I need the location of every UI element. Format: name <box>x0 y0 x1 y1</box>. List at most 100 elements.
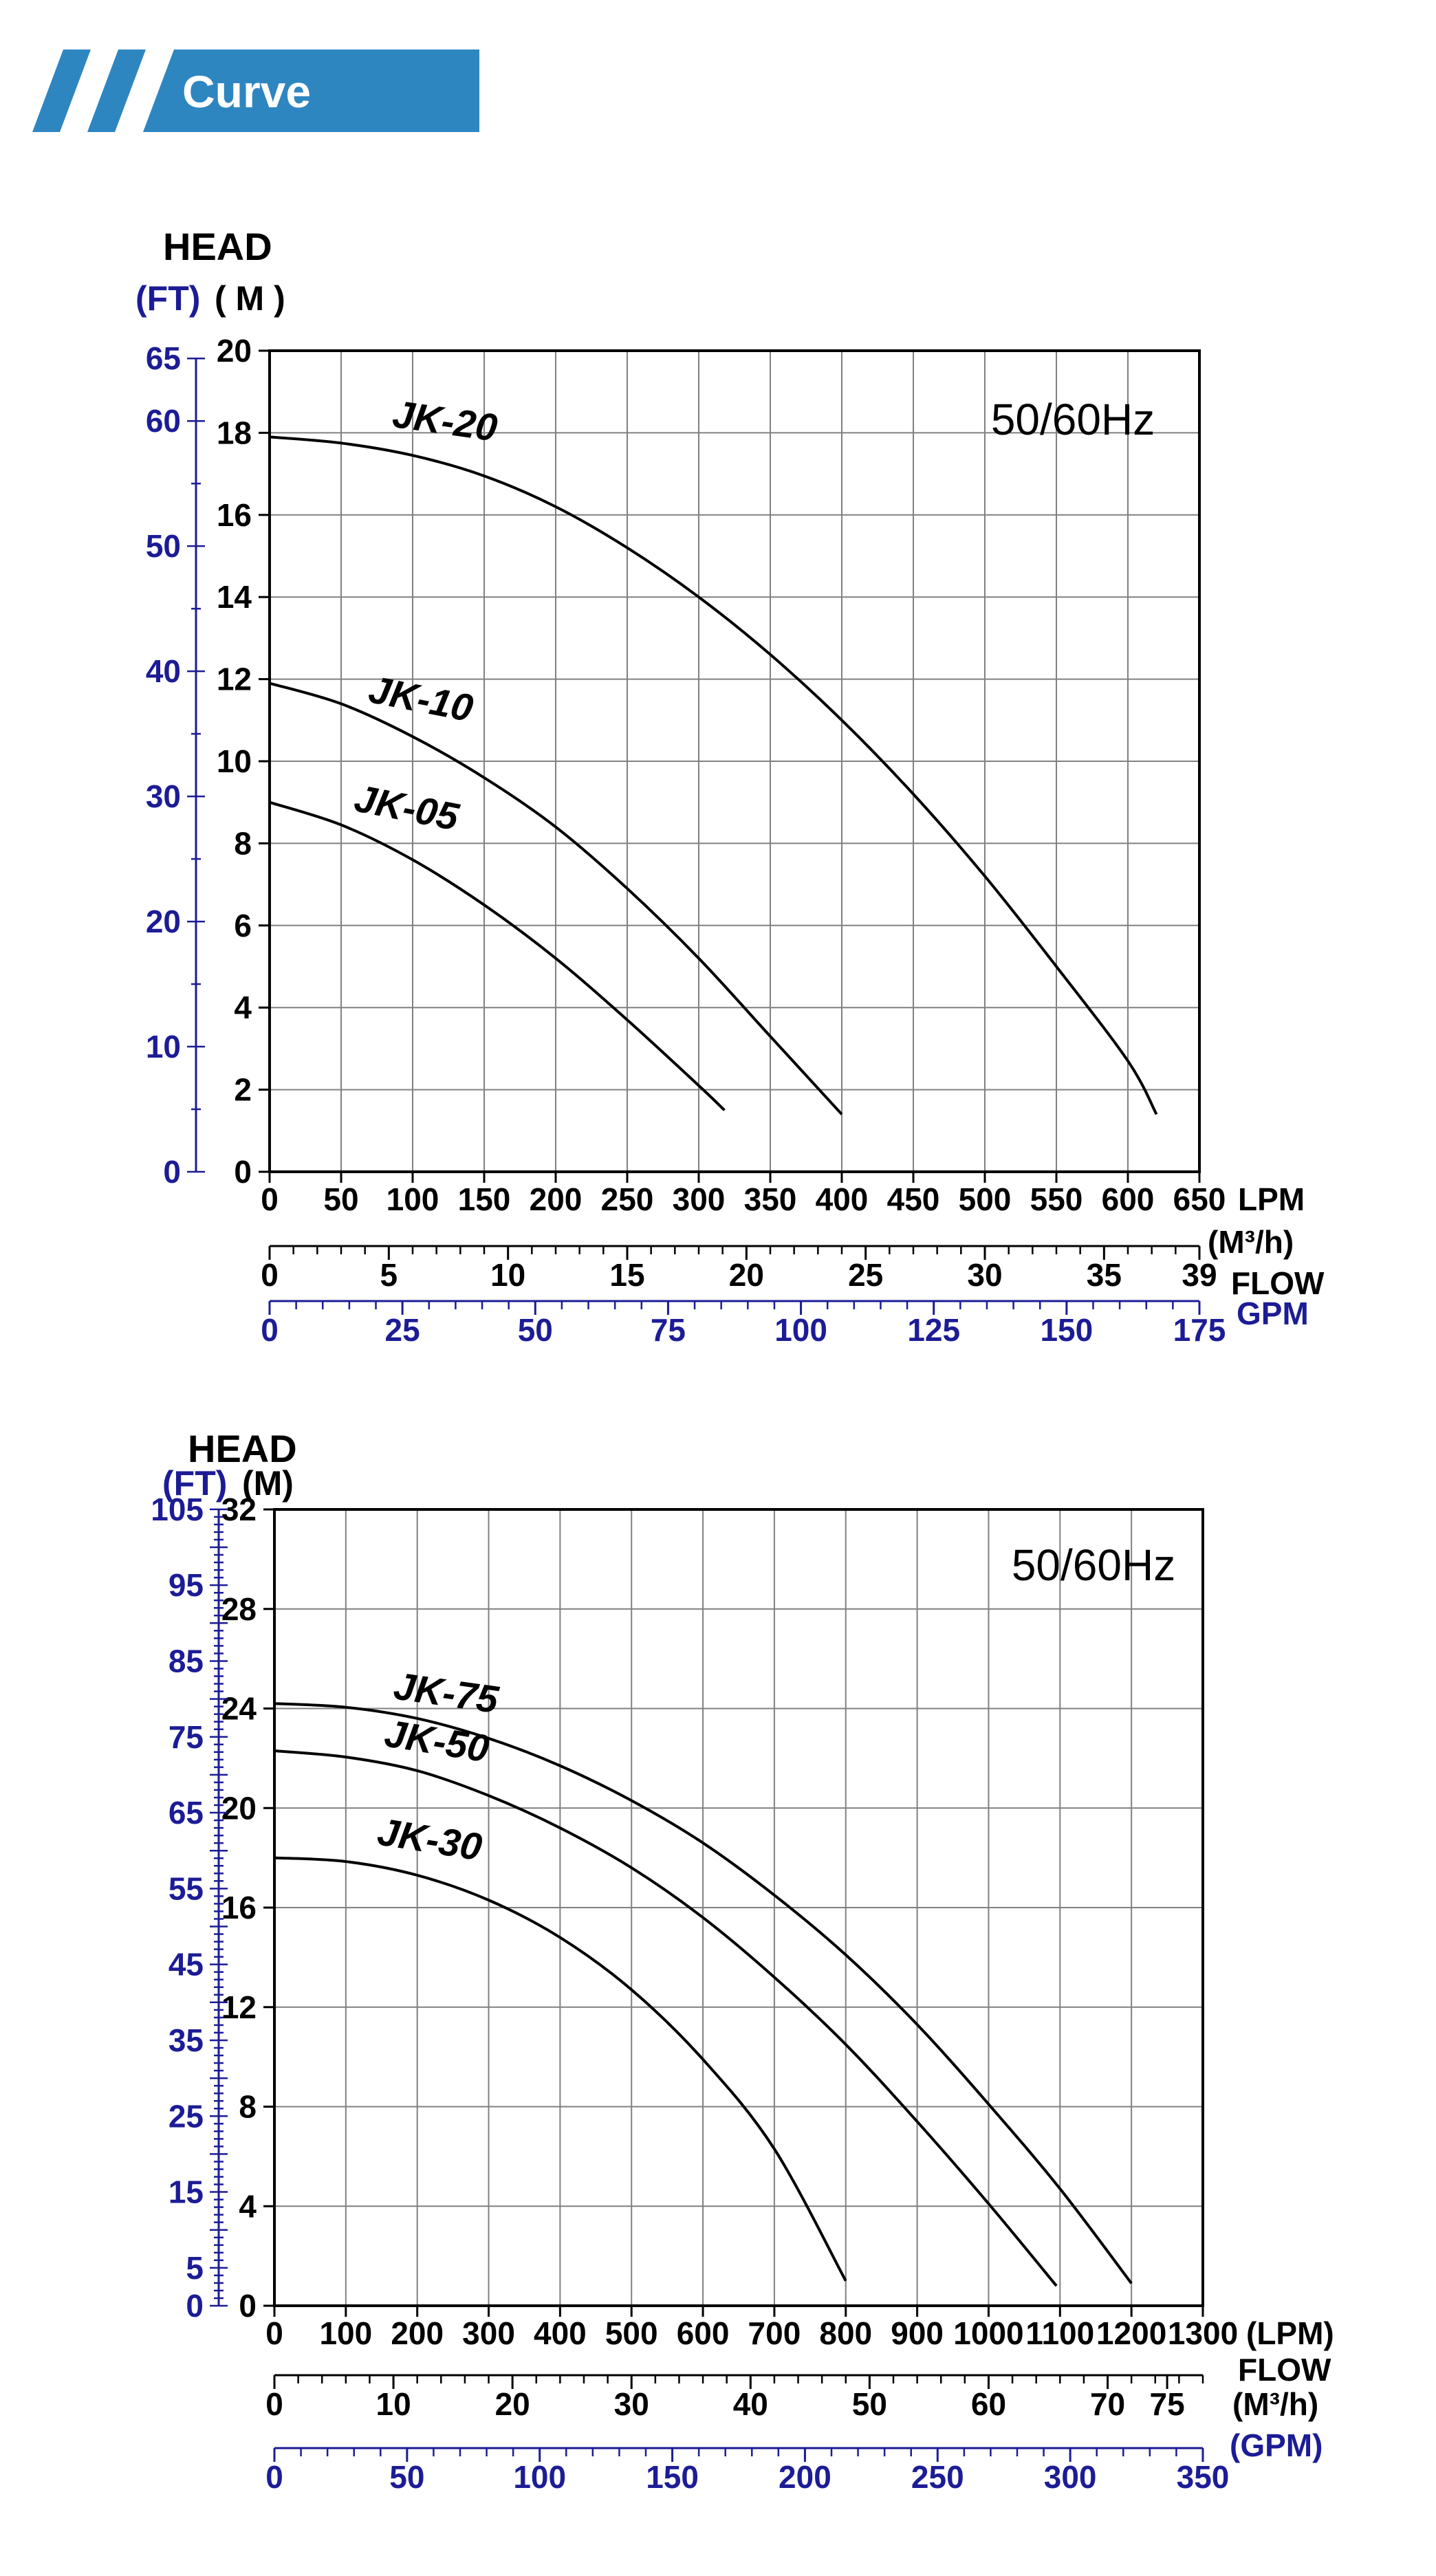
svg-text:350: 350 <box>744 1181 797 1217</box>
svg-text:50/60Hz: 50/60Hz <box>1012 1540 1175 1590</box>
svg-text:75: 75 <box>651 1312 686 1348</box>
svg-text:300: 300 <box>1044 2459 1097 2495</box>
section-header: Curve <box>32 50 479 135</box>
svg-text:200: 200 <box>779 2459 831 2495</box>
svg-text:4: 4 <box>239 2188 257 2224</box>
curve-jk-75 <box>274 1702 1133 2284</box>
svg-text:65: 65 <box>168 1795 204 1831</box>
svg-text:LPM: LPM <box>1238 1181 1305 1217</box>
svg-text:(M³/h): (M³/h) <box>1208 1224 1294 1260</box>
curve-jk-05 <box>269 800 726 1111</box>
svg-text:15: 15 <box>168 2174 204 2210</box>
curve-jk-30 <box>274 1856 847 2282</box>
svg-text:24: 24 <box>221 1691 257 1727</box>
banner-stripe-icon <box>32 50 91 132</box>
svg-text:FLOW: FLOW <box>1238 2352 1331 2388</box>
svg-text:12: 12 <box>221 1989 257 2025</box>
svg-text:75: 75 <box>168 1719 204 1755</box>
svg-text:25: 25 <box>848 1257 883 1293</box>
svg-text:50: 50 <box>852 2386 887 2422</box>
svg-text:(GPM): (GPM) <box>1230 2427 1323 2463</box>
svg-text:(FT): (FT) <box>135 279 200 318</box>
svg-text:50/60Hz: 50/60Hz <box>991 395 1155 444</box>
grid-lines <box>270 351 1199 1172</box>
chart-static-labels: HEAD (FT) ( M ) 50/60Hz <box>135 225 1155 444</box>
svg-text:60: 60 <box>146 403 181 439</box>
svg-text:150: 150 <box>646 2459 699 2495</box>
svg-text:650: 650 <box>1173 1181 1226 1217</box>
svg-text:35: 35 <box>1087 1257 1122 1293</box>
svg-text:HEAD: HEAD <box>163 225 272 268</box>
svg-text:150: 150 <box>458 1181 511 1217</box>
svg-text:30: 30 <box>146 778 181 814</box>
svg-text:0: 0 <box>186 2288 204 2324</box>
svg-text:300: 300 <box>673 1181 726 1217</box>
svg-text:400: 400 <box>534 2315 587 2351</box>
svg-text:550: 550 <box>1030 1181 1083 1217</box>
svg-text:0: 0 <box>163 1154 181 1190</box>
curve-label-jk-20: JK-20 <box>390 392 500 450</box>
svg-text:0: 0 <box>239 2288 257 2324</box>
svg-text:10: 10 <box>146 1029 181 1065</box>
svg-text:500: 500 <box>605 2315 658 2351</box>
svg-text:40: 40 <box>733 2386 768 2422</box>
svg-text:700: 700 <box>748 2315 801 2351</box>
svg-text:350: 350 <box>1177 2459 1230 2495</box>
svg-text:400: 400 <box>816 1181 869 1217</box>
banner-box <box>143 50 479 132</box>
x-axis-m3h: 0 5 10 15 20 25 30 35 39(M³/h) FLOW <box>261 1224 1325 1301</box>
svg-text:70: 70 <box>1090 2386 1125 2422</box>
svg-text:10: 10 <box>217 743 252 779</box>
grid-lines <box>274 1509 1203 2306</box>
svg-text:GPM: GPM <box>1237 1296 1309 1331</box>
svg-text:60: 60 <box>971 2386 1006 2422</box>
svg-text:125: 125 <box>907 1312 960 1348</box>
svg-text:28: 28 <box>221 1591 257 1627</box>
svg-text:HEAD: HEAD <box>188 1427 297 1470</box>
svg-text:600: 600 <box>677 2315 730 2351</box>
svg-text:(M³/h): (M³/h) <box>1232 2386 1318 2422</box>
svg-text:50: 50 <box>146 528 181 564</box>
y-axis-m: 0 2 4 6 8 10 12 14 16 18 20 <box>217 333 270 1190</box>
svg-text:1100: 1100 <box>1025 2315 1094 2351</box>
svg-text:0: 0 <box>261 1181 279 1217</box>
svg-text:105: 105 <box>151 1492 204 1527</box>
svg-text:(FT): (FT) <box>162 1464 227 1503</box>
svg-text:0: 0 <box>261 1312 279 1348</box>
svg-text:25: 25 <box>168 2098 204 2134</box>
svg-text:16: 16 <box>217 497 252 533</box>
svg-text:20: 20 <box>221 1790 257 1826</box>
svg-text:200: 200 <box>530 1181 583 1217</box>
svg-text:1200: 1200 <box>1096 2315 1166 2351</box>
svg-text:100: 100 <box>513 2459 566 2495</box>
svg-text:175: 175 <box>1173 1312 1226 1348</box>
svg-text:50: 50 <box>323 1181 358 1217</box>
svg-text:39: 39 <box>1182 1257 1217 1293</box>
svg-text:6: 6 <box>234 908 252 943</box>
svg-text:8: 8 <box>234 825 252 861</box>
svg-text:0: 0 <box>261 1257 279 1293</box>
svg-text:100: 100 <box>319 2315 372 2351</box>
y-axis-ft: 105 95 85 75 65 55 45 35 25 15 50 <box>151 1492 228 2324</box>
svg-text:( M ): ( M ) <box>215 279 285 318</box>
svg-text:100: 100 <box>774 1312 827 1348</box>
svg-text:0: 0 <box>234 1154 252 1190</box>
curve-jk-10 <box>269 681 843 1115</box>
x-axis-gpm: 0 50 100 150 200 250 300 350(GPM) <box>265 2427 1323 2495</box>
svg-text:10: 10 <box>376 2386 411 2422</box>
svg-text:100: 100 <box>387 1181 439 1217</box>
section-title: Curve <box>182 66 311 117</box>
svg-text:800: 800 <box>819 2315 872 2351</box>
svg-text:40: 40 <box>146 653 181 689</box>
svg-text:8: 8 <box>239 2089 257 2125</box>
svg-text:30: 30 <box>967 1257 1002 1293</box>
svg-text:250: 250 <box>601 1181 654 1217</box>
curve-jk-20 <box>269 435 1158 1115</box>
svg-text:450: 450 <box>887 1181 940 1217</box>
svg-text:12: 12 <box>217 662 252 697</box>
svg-text:50: 50 <box>518 1312 553 1348</box>
svg-text:900: 900 <box>891 2315 944 2351</box>
svg-text:250: 250 <box>911 2459 964 2495</box>
svg-text:45: 45 <box>168 1947 204 1983</box>
